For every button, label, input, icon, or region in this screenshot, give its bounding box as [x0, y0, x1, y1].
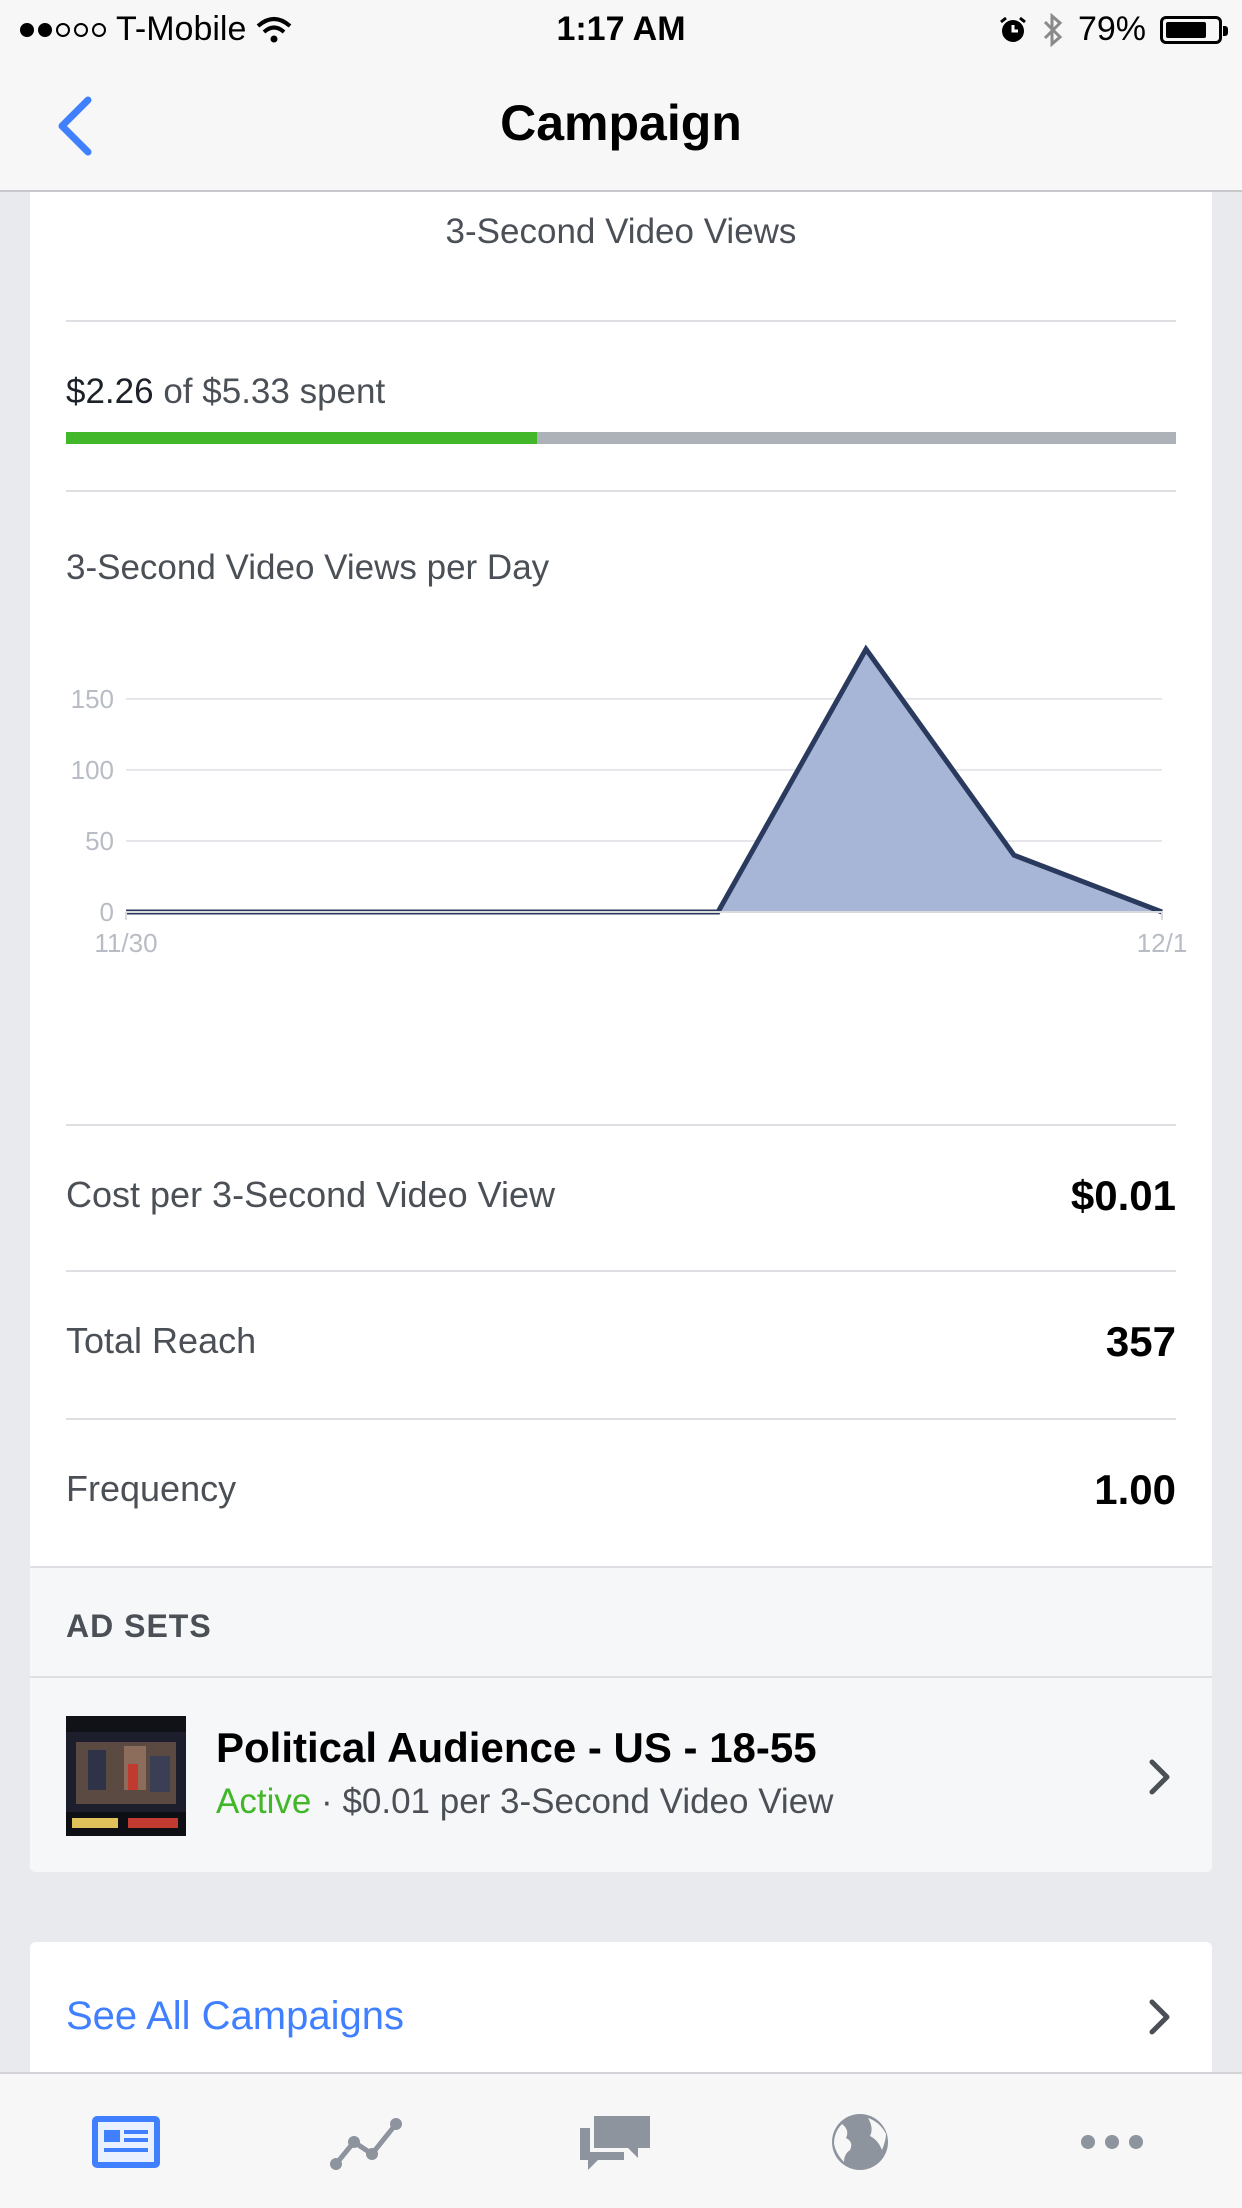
- ad-set-status: Active: [216, 1782, 312, 1821]
- campaign-card: 3-Second Video Views $2.26 of $5.33 spen…: [30, 192, 1212, 1872]
- stat-label: Cost per 3-Second Video View: [66, 1174, 555, 1215]
- stat-label: Total Reach: [66, 1320, 257, 1361]
- stat-value: 357: [1105, 1318, 1176, 1365]
- stat-frequency: Frequency 1.00: [66, 1420, 1176, 1566]
- y-tick-label: 100: [71, 755, 114, 785]
- x-tick-label: 12/1: [1137, 928, 1188, 958]
- spent-of-label: of: [163, 372, 193, 411]
- ad-set-thumbnail: [66, 1716, 186, 1836]
- ad-sets-header-label: AD SETS: [66, 1608, 212, 1644]
- globe-icon[interactable]: [820, 2110, 900, 2174]
- divider: [66, 490, 1176, 492]
- views-per-day-chart: 0 50 100 150 11/30 12/1: [71, 644, 1188, 958]
- divider: [66, 1418, 1176, 1420]
- carrier-label: T-Mobile: [116, 10, 247, 48]
- battery-icon: [1160, 15, 1228, 44]
- status-right: 79%: [998, 10, 1228, 49]
- ad-sets-header: AD SETS: [30, 1566, 1212, 1678]
- bluetooth-icon: [1043, 12, 1063, 47]
- metric-title: 3-Second Video Views: [445, 212, 797, 251]
- chevron-right-icon: [1149, 1999, 1170, 2035]
- status-time: 1:17 AM: [556, 10, 686, 48]
- budget-total: $5.33: [202, 372, 290, 411]
- status-bar: T-Mobile 1:17 AM 79%: [0, 0, 1242, 64]
- ad-set-row[interactable]: Political Audience - US - 18-55 Active ·…: [30, 1678, 1212, 1872]
- separator-dot: ·: [321, 1782, 333, 1821]
- signal-icon: [20, 22, 106, 37]
- y-tick-label: 150: [71, 684, 114, 714]
- stat-total-reach: Total Reach 357: [66, 1272, 1176, 1418]
- stat-label: Frequency: [66, 1468, 237, 1509]
- budget-spent: $2.26 of $5.33 spent: [66, 372, 385, 412]
- chevron-right-icon: [1149, 1759, 1170, 1795]
- tab-bar: [0, 2072, 1242, 2208]
- see-all-campaigns-label: See All Campaigns: [66, 1994, 404, 2038]
- more-icon[interactable]: [1072, 2110, 1152, 2174]
- news-feed-icon[interactable]: [86, 2110, 166, 2174]
- divider: [66, 320, 1176, 322]
- divider: [66, 1270, 1176, 1272]
- divider: [66, 1124, 1176, 1126]
- alarm-icon: [1000, 16, 1026, 42]
- budget-progress-bar: [66, 432, 1176, 444]
- ad-set-name: Political Audience - US - 18-55: [216, 1724, 817, 1771]
- wifi-icon: [257, 16, 292, 42]
- spent-suffix: spent: [299, 372, 386, 411]
- page-title: Campaign: [500, 95, 742, 151]
- chart-title: 3-Second Video Views per Day: [66, 548, 550, 587]
- ad-set-detail: $0.01 per 3-Second Video View: [342, 1782, 834, 1821]
- y-tick-label: 50: [85, 826, 114, 856]
- ad-set-subtitle: Active · $0.01 per 3-Second Video View: [216, 1782, 833, 1822]
- y-tick-label: 0: [100, 897, 114, 927]
- x-tick-label: 11/30: [94, 928, 157, 958]
- spent-amount: $2.26: [66, 372, 154, 411]
- series-area: [126, 649, 1162, 912]
- messages-icon[interactable]: [576, 2110, 656, 2174]
- nav-bar: Campaign: [0, 64, 1242, 192]
- stat-cost-per-view: Cost per 3-Second Video View $0.01: [66, 1126, 1176, 1272]
- budget-progress-fill: [66, 432, 537, 444]
- stat-value: $0.01: [1070, 1172, 1176, 1219]
- back-chevron-icon[interactable]: [50, 94, 110, 158]
- stat-value: 1.00: [1094, 1466, 1176, 1513]
- status-left: T-Mobile: [20, 10, 292, 49]
- insights-icon[interactable]: [326, 2110, 406, 2174]
- battery-percent: 79%: [1077, 10, 1146, 48]
